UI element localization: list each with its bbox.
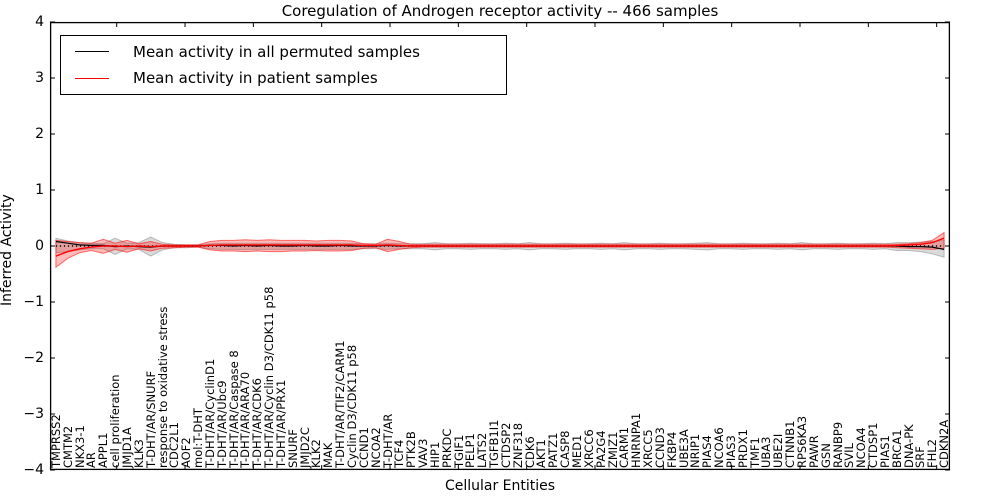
x-tick-label: PRKDC [439,428,454,468]
y-tick-label: 2 [35,126,44,142]
permuted-line-swatch [75,51,109,53]
x-tick-label: CDKN2A [937,419,952,468]
chart-title: Coregulation of Androgen receptor activi… [281,2,719,20]
x-tick-label: T-DHT/AR/Ubc9 [214,380,229,468]
x-tick-label: SNURF [285,429,300,468]
y-tick-label: −4 [23,462,44,478]
patient-line-swatch [75,77,109,79]
x-tick-label: NCOA2 [368,427,383,468]
x-tick-label: PA2G4 [593,430,608,468]
x-tick-label: KLK3 [131,439,146,468]
y-tick-label: 4 [35,14,44,30]
x-tick-label: CMTM2 [60,425,75,468]
patient-band [55,231,945,269]
x-tick-label: CCND1 [356,427,371,468]
legend-entry-permuted: Mean activity in all permuted samples [71,39,496,65]
y-tick-label: 0 [35,238,44,254]
y-tick-label: 3 [35,70,44,86]
x-axis-title: Cellular Entities [444,478,556,494]
y-tick-label: 1 [35,182,44,198]
y-tick-label: −3 [23,406,44,422]
x-tick-label: T-DHT/AR/SNURF [143,370,158,468]
x-tick-label: XRCC6 [581,429,596,468]
legend-label: Mean activity in all permuted samples [133,42,420,61]
legend-label: Mean activity in patient samples [133,69,378,88]
x-tick-label: ZNF318 [510,422,525,468]
x-tick-label: PAWR [806,435,821,468]
x-tick-label: GSN [818,443,833,468]
y-tick-label: −1 [23,294,44,310]
plot-area [49,21,951,471]
x-tick-label: BRCA1 [889,429,904,468]
y-tick-label: −2 [23,350,44,366]
x-tick-label: FKBP4 [664,431,679,468]
legend-entry-patient: Mean activity in patient samples [71,65,496,91]
x-tick-label: PRDX1 [735,429,750,468]
patient-mean-line [55,237,945,257]
legend: Mean activity in all permuted samples Me… [60,35,507,95]
